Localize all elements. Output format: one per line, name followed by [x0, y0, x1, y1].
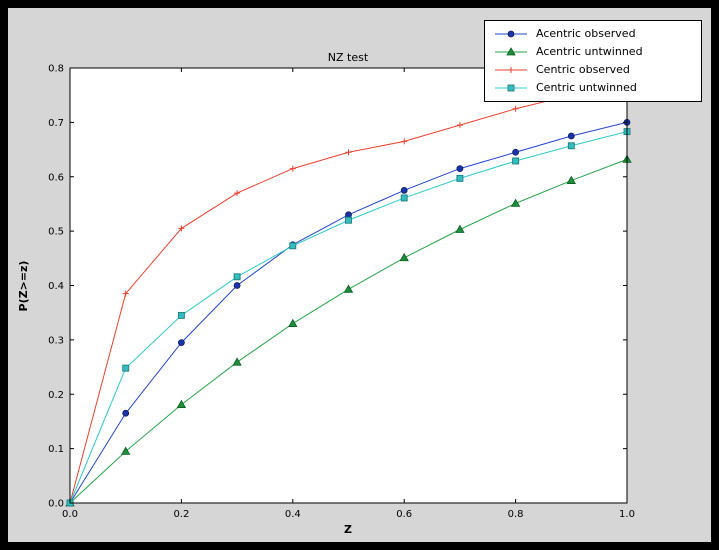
y-tick-label: 0.2 [48, 390, 64, 401]
data-point-plus [122, 290, 129, 297]
data-point-square [233, 273, 241, 281]
data-point-triangle [510, 198, 521, 207]
data-point-circle [456, 165, 464, 172]
data-point-plus [401, 138, 408, 145]
data-point-circle [507, 30, 515, 38]
y-tick-label: 0.0 [48, 499, 64, 510]
data-point-triangle [232, 357, 242, 366]
data-point-triangle [121, 446, 131, 455]
data-point-square [567, 142, 575, 150]
data-point-plus [178, 225, 185, 232]
data-point-square [456, 174, 464, 182]
data-point-triangle [506, 47, 516, 56]
y-tick-label: 0.3 [48, 335, 64, 346]
data-point-triangle [176, 399, 187, 408]
legend-sample-line [495, 84, 527, 92]
data-point-circle [177, 339, 185, 346]
legend: Acentric observed Acentric untwinned Cen… [484, 20, 702, 102]
data-point-circle [233, 282, 241, 289]
x-tick-label: 0.8 [508, 509, 524, 520]
data-point-circle [512, 148, 519, 156]
series-centric-untwinned [66, 128, 631, 507]
y-axis-label: P(Z>=z) [17, 261, 30, 312]
y-tick-label: 0.5 [48, 227, 64, 238]
chart-title: NZ test [328, 51, 369, 64]
legend-item: Centric untwinned [489, 79, 697, 97]
x-axis-label: Z [344, 523, 352, 536]
y-tick-label: 0.7 [48, 118, 64, 129]
axes-layer: 0.0 0.2 0.4 0.6 0.8 1.0 0.0 0.1 0.2 0.3 0.4 0.5 0.6 0… [48, 64, 635, 521]
y-tick-label: 0.6 [48, 172, 64, 183]
y-tick-label: 0.4 [48, 281, 64, 292]
x-tick-label: 0.6 [396, 509, 412, 520]
data-point-plus [234, 190, 241, 197]
data-point-triangle [343, 284, 354, 293]
data-point-triangle [288, 318, 298, 327]
data-point-square [122, 364, 130, 372]
x-tick-label: 1.0 [619, 509, 635, 520]
legend-item: Centric observed [489, 61, 697, 79]
y-tick-label: 0.1 [48, 444, 64, 455]
x-tick-label: 0.2 [173, 509, 189, 520]
legend-sample-line [495, 47, 527, 56]
data-point-triangle [566, 175, 576, 184]
x-tick-label: 0.0 [62, 509, 78, 520]
data-point-square [289, 242, 297, 250]
data-point-square [400, 194, 408, 202]
data-point-square [177, 311, 185, 319]
data-point-square [512, 157, 520, 165]
legend-sample-line [495, 67, 527, 73]
x-tick-label: 0.4 [285, 509, 301, 520]
data-point-square [507, 84, 515, 92]
legend-label: Acentric untwinned [536, 45, 643, 58]
legend-label: Centric untwinned [536, 81, 637, 94]
legend-item: Acentric observed [489, 25, 697, 43]
data-point-circle [122, 409, 130, 417]
y-tick-label: 0.8 [48, 64, 64, 75]
legend-label: Centric observed [536, 63, 630, 76]
data-point-plus [289, 165, 296, 172]
data-point-plus [512, 105, 519, 112]
data-point-triangle [455, 224, 465, 233]
legend-label: Acentric observed [536, 27, 636, 40]
data-point-plus [456, 122, 463, 129]
data-point-circle [400, 186, 408, 194]
data-point-plus [345, 149, 352, 156]
legend-sample-line [495, 30, 527, 38]
data-point-plus [508, 67, 514, 73]
legend-item: Acentric untwinned [489, 43, 697, 61]
data-point-circle [567, 132, 575, 140]
data-point-square [345, 216, 352, 224]
data-point-triangle [399, 252, 409, 262]
